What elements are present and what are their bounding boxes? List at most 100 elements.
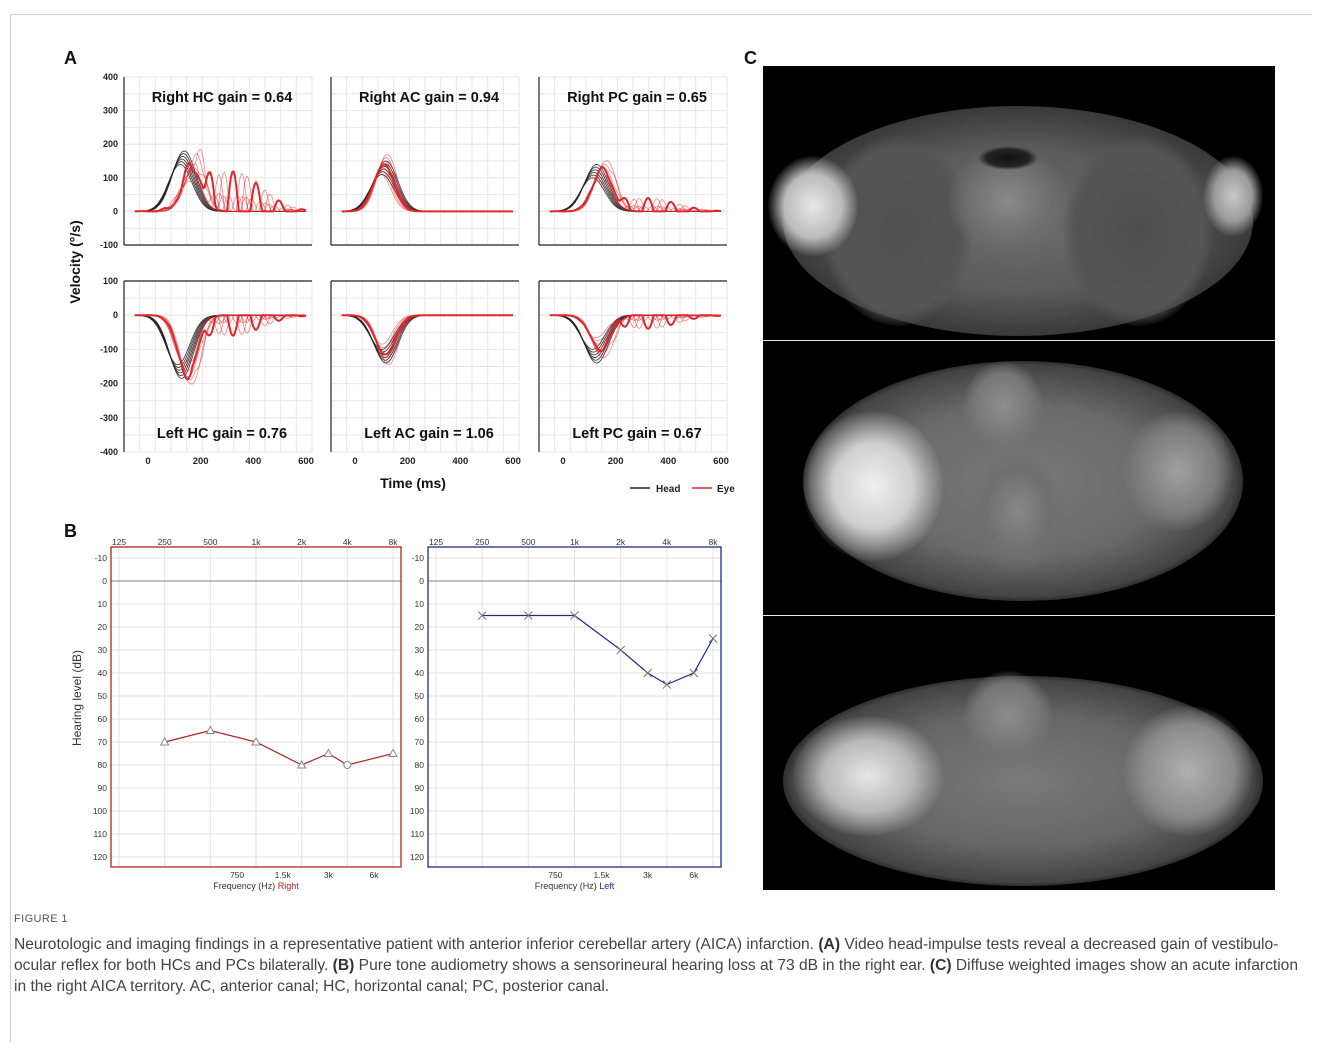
audiogram-marker bbox=[570, 611, 579, 620]
audiogram-marker bbox=[388, 748, 398, 757]
audiogram-marker bbox=[616, 645, 626, 655]
eye-trace bbox=[549, 160, 721, 212]
audiogram-x-tick-bottom: 750 bbox=[230, 870, 244, 880]
audiogram-x-tick-top: 250 bbox=[475, 537, 489, 547]
eye-trace bbox=[549, 314, 721, 359]
audiogram-marker bbox=[523, 611, 533, 620]
audiogram-line bbox=[164, 729, 394, 766]
vhit-panel bbox=[330, 76, 520, 246]
audiogram-x-tick-top: 4k bbox=[662, 537, 672, 547]
audiogram-x-tick-bottom: 1.5k bbox=[275, 870, 292, 880]
audiogram-x-tick-top: 4k bbox=[343, 537, 353, 547]
vhit-y-tick: 0 bbox=[113, 310, 118, 320]
eye-trace bbox=[134, 314, 306, 385]
audiogram-y-tick: 60 bbox=[415, 714, 425, 724]
audiogram-x-tick-bottom: 1.5k bbox=[593, 870, 610, 880]
audiogram-x-tick-top: 2k bbox=[616, 537, 626, 547]
panel-label-b: B bbox=[64, 521, 77, 541]
vhit-y-tick: -400 bbox=[100, 447, 118, 457]
audiogram-border bbox=[110, 546, 402, 868]
audiogram-y-axis-label: Hearing level (dB) bbox=[70, 650, 84, 746]
caption-a-tag: (A) bbox=[818, 936, 841, 953]
audiogram-y-tick: 50 bbox=[415, 691, 425, 701]
caption-c-text: Diffuse weighted images show an acute in… bbox=[14, 957, 1299, 995]
caption-c-tag: (C) bbox=[929, 957, 952, 974]
vhit-x-tick: 400 bbox=[660, 456, 676, 467]
audiogram-marker bbox=[343, 761, 352, 769]
caption-intro: Neurotologic and imaging findings in a r… bbox=[14, 936, 815, 953]
audiogram-marker bbox=[662, 680, 672, 689]
vhit-y-tick: 100 bbox=[103, 173, 118, 183]
vhit-panel-title: Left AC gain = 1.06 bbox=[364, 426, 494, 442]
legend-eye-label: Eye bbox=[717, 484, 735, 495]
panel-label-c: C bbox=[744, 48, 757, 68]
audiogram-x-tick-top: 1k bbox=[570, 537, 580, 547]
audiogram-figure: Hearing level (dB) -10 0 10 20 30 40 50 60 70 80 90… bbox=[70, 537, 722, 891]
figure-label: FIGURE 1 bbox=[14, 913, 68, 925]
audiogram-line bbox=[482, 614, 714, 686]
vhit-x-tick: 200 bbox=[193, 456, 209, 467]
audiogram-x-axis-label: Frequency (Hz) Right bbox=[213, 881, 299, 891]
audiogram-x-tick-top: 125 bbox=[112, 537, 126, 547]
vhit-y-tick: -100 bbox=[100, 240, 118, 250]
audiogram-x-tick-bottom: 750 bbox=[548, 870, 562, 880]
audiogram-y-tick: 30 bbox=[415, 645, 425, 655]
vhit-panel-title: Right AC gain = 0.94 bbox=[359, 90, 499, 106]
vhit-x-tick: 200 bbox=[608, 456, 624, 467]
audiogram-y-tick: 70 bbox=[98, 737, 108, 747]
mri-slice-2 bbox=[763, 341, 1275, 615]
mri-images bbox=[763, 66, 1275, 890]
legend-head-label: Head bbox=[656, 484, 680, 495]
mri-slice-1 bbox=[763, 66, 1275, 340]
eye-trace bbox=[134, 153, 306, 212]
audiogram-y-tick: 120 bbox=[410, 852, 424, 862]
audiogram-y-tick: 20 bbox=[415, 622, 425, 632]
audiogram-y-tick: 60 bbox=[98, 714, 108, 724]
audiogram-y-tick: 10 bbox=[415, 599, 425, 609]
vhit-x-tick: 400 bbox=[452, 456, 468, 467]
vhit-y-tick: -100 bbox=[100, 344, 118, 354]
caption-b-text: Pure tone audiometry shows a sensorineur… bbox=[358, 957, 926, 974]
audiogram-y-tick: 40 bbox=[415, 668, 425, 678]
audiogram-right bbox=[110, 546, 402, 868]
audiogram-y-tick: 110 bbox=[410, 829, 424, 839]
audiogram-y-tick: -10 bbox=[95, 553, 108, 563]
vhit-x-tick: 200 bbox=[400, 456, 416, 467]
audiogram-y-tick: 50 bbox=[98, 691, 108, 701]
audiogram-y-tick: 120 bbox=[93, 852, 107, 862]
audiogram-x-tick-bottom: 3k bbox=[643, 870, 653, 880]
audiogram-border bbox=[427, 546, 722, 868]
audiogram-y-tick: 70 bbox=[415, 737, 425, 747]
audiogram-y-tick: 80 bbox=[98, 760, 108, 770]
audiogram-x-tick-bottom: 6k bbox=[689, 870, 699, 880]
audiogram-y-tick: 110 bbox=[93, 829, 107, 839]
audiogram-left bbox=[427, 546, 722, 868]
vhit-y-tick: 100 bbox=[103, 276, 118, 286]
eye-trace bbox=[549, 314, 721, 353]
panel-label-a: A bbox=[64, 48, 77, 68]
audiogram-x-tick-bottom: 6k bbox=[370, 870, 380, 880]
vhit-y-tick: 200 bbox=[103, 139, 118, 149]
audiogram-x-tick-top: 2k bbox=[297, 537, 307, 547]
audiogram-y-tick: 100 bbox=[410, 806, 424, 816]
vhit-panel bbox=[123, 76, 313, 246]
audiogram-x-axis-label: Frequency (Hz) Left bbox=[535, 881, 615, 891]
eye-trace bbox=[341, 314, 513, 366]
audiogram-y-tick: 80 bbox=[415, 760, 425, 770]
vhit-panel bbox=[538, 280, 728, 453]
vhit-y-tick: -300 bbox=[100, 413, 118, 423]
audiogram-y-tick: 90 bbox=[98, 783, 108, 793]
vhit-y-tick: 300 bbox=[103, 106, 118, 116]
vhit-y-tick: 0 bbox=[113, 206, 118, 216]
vhit-y-axis-label: Velocity (°/s) bbox=[67, 220, 83, 303]
vhit-panel bbox=[330, 280, 520, 453]
vhit-y-tick: 400 bbox=[103, 72, 118, 82]
figure-frame bbox=[10, 14, 1312, 1042]
audiogram-x-tick-top: 8k bbox=[389, 537, 399, 547]
audiogram-y-tick: 40 bbox=[98, 668, 108, 678]
vhit-y-tick: -200 bbox=[100, 379, 118, 389]
vhit-panel bbox=[538, 76, 728, 246]
mri-slice-3 bbox=[763, 616, 1275, 890]
caption-a-text: Video head-impulse tests reveal a decrea… bbox=[14, 936, 1279, 974]
figure-caption: Neurotologic and imaging findings in a r… bbox=[14, 934, 1304, 997]
